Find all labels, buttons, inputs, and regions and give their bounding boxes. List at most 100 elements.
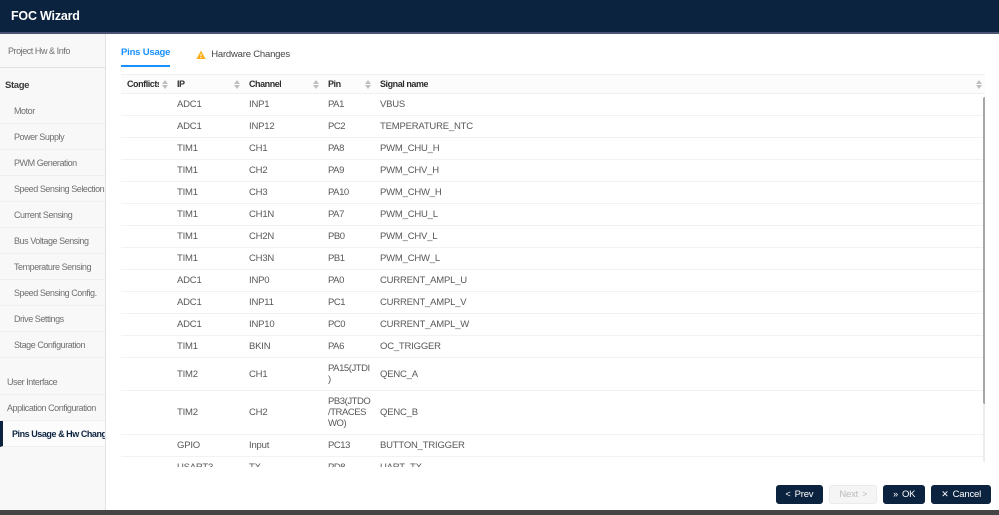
close-icon: ✕ (941, 489, 949, 499)
cell-ip: ADC1 (177, 319, 202, 330)
column-header-label: Signal name (380, 79, 429, 89)
vertical-scrollbar[interactable] (983, 97, 985, 462)
cell-ip: TIM2 (177, 368, 198, 380)
column-header-ip[interactable]: IP (171, 75, 243, 93)
cell-conflicts (121, 210, 171, 220)
cell-pin: PA7 (328, 209, 344, 220)
sidebar-stage-item[interactable]: Bus Voltage Sensing (0, 228, 105, 254)
sidebar-stage-items: Motor Power Supply PWM Generation Speed … (0, 98, 105, 358)
table-row: ADC1 INP0 PA0 CURRENT_AMPL_U (121, 270, 985, 292)
sidebar-stage-item[interactable]: Current Sensing (0, 202, 105, 228)
cell-signal: PWM_CHW_H (380, 187, 442, 198)
cell-pin: PA15(JTDI) (328, 363, 370, 385)
sort-icon[interactable] (973, 79, 982, 89)
cell-signal: UART_TX (374, 457, 985, 467)
cell-conflicts (121, 254, 171, 264)
sidebar-stage-item[interactable]: Motor (0, 98, 105, 124)
tab-bar: Pins Usage Hardware Changes (107, 34, 999, 67)
cell-conflicts (121, 232, 171, 242)
sort-icon[interactable] (231, 79, 240, 89)
sidebar-item-pins-usage-hw-changes[interactable]: Pins Usage & Hw Changes (0, 421, 105, 447)
column-header-signal-name[interactable]: Signal name (374, 75, 985, 93)
table-row: GPIO Input PC13 BUTTON_TRIGGER (121, 435, 985, 457)
table-row: TIM1 CH2N PB0 PWM_CHV_L (121, 226, 985, 248)
table-row: USART3 TX PD8 UART_TX (121, 457, 985, 467)
cell-ip: ADC1 (177, 99, 202, 110)
double-chevron-icon: » (893, 489, 898, 499)
cell-channel: BKIN (249, 341, 271, 352)
cell-conflicts (121, 441, 171, 451)
sidebar-section-gap (0, 358, 105, 369)
cell-signal: PWM_CHW_L (380, 253, 440, 264)
sidebar-item-user-interface[interactable]: User Interface (0, 369, 105, 395)
tab-pins-usage[interactable]: Pins Usage (121, 47, 170, 67)
table-row: ADC1 INP10 PC0 CURRENT_AMPL_W (121, 314, 985, 336)
sidebar-stage-item[interactable]: Temperature Sensing (0, 254, 105, 280)
sort-icon[interactable] (310, 79, 319, 89)
cell-conflicts (121, 369, 171, 379)
sidebar-stage-item[interactable]: Speed Sensing Selection (0, 176, 105, 202)
tab-hardware-changes[interactable]: Hardware Changes (196, 49, 290, 67)
column-header-channel[interactable]: Channel (243, 75, 322, 93)
sidebar-item-project-hw-info[interactable]: Project Hw & Info (0, 34, 105, 68)
cell-pin: PB1 (328, 253, 345, 264)
column-header-pin[interactable]: Pin (322, 75, 374, 93)
cell-conflicts (121, 463, 171, 468)
sidebar-stage-item[interactable]: Drive Settings (0, 306, 105, 332)
cell-channel: TX (243, 457, 322, 467)
sidebar-item-label: Motor (14, 105, 35, 116)
next-button[interactable]: Next > (829, 485, 878, 504)
table-row: TIM1 CH3N PB1 PWM_CHW_L (121, 248, 985, 270)
cell-signal: TEMPERATURE_NTC (380, 121, 473, 132)
cell-channel: INP12 (249, 121, 275, 132)
warning-icon (196, 50, 206, 60)
column-header-label: Conflicts (127, 79, 159, 89)
sidebar-item-label: Speed Sensing Selection (14, 183, 105, 194)
footer-button-bar: < Prev Next > » OK ✕ Cancel (775, 485, 991, 504)
cell-conflicts (121, 276, 171, 286)
table-header-row: Conflicts IP Channel Pin Signal name (121, 74, 985, 94)
cell-conflicts (121, 188, 171, 198)
sidebar-item-application-configuration[interactable]: Application Configuration (0, 395, 105, 421)
cancel-button[interactable]: ✕ Cancel (931, 485, 991, 504)
scrollbar-thumb[interactable] (983, 97, 985, 404)
cell-conflicts (121, 408, 171, 418)
sidebar-item-label: PWM Generation (14, 157, 77, 168)
cell-pin: PA0 (328, 275, 344, 286)
cell-ip: ADC1 (177, 297, 202, 308)
table-row: TIM2 CH1 PA15(JTDI) QENC_A (121, 358, 985, 391)
cell-pin: PC1 (328, 297, 346, 308)
cell-ip: ADC1 (177, 121, 202, 132)
prev-button[interactable]: < Prev (775, 485, 824, 504)
cell-ip: TIM1 (177, 253, 198, 264)
cell-signal: CURRENT_AMPL_U (380, 275, 467, 286)
sidebar-stage-item[interactable]: Speed Sensing Config. (0, 280, 105, 306)
sort-icon[interactable] (362, 79, 371, 89)
pins-usage-table: Conflicts IP Channel Pin Signal name (121, 74, 985, 467)
sidebar-item-label: Application Configuration (7, 402, 96, 413)
cell-pin: PC2 (328, 121, 346, 132)
app-title: FOC Wizard (11, 9, 80, 23)
sort-icon[interactable] (159, 79, 168, 89)
cell-channel: CH1 (249, 368, 268, 380)
cell-ip: TIM1 (177, 187, 198, 198)
cell-channel: INP1 (249, 99, 270, 110)
sidebar-stage-item[interactable]: Stage Configuration (0, 332, 105, 358)
cell-pin: PD8 (322, 457, 374, 467)
ok-button[interactable]: » OK (883, 485, 926, 504)
sidebar-stage-item[interactable]: PWM Generation (0, 150, 105, 176)
cell-signal: PWM_CHV_L (380, 231, 438, 242)
cell-channel: INP11 (249, 297, 274, 308)
cell-pin: PA10 (328, 187, 349, 198)
column-header-conflicts[interactable]: Conflicts (121, 75, 171, 93)
cell-channel: INP10 (249, 319, 275, 330)
column-header-label: Pin (328, 79, 341, 89)
column-header-label: Channel (249, 79, 282, 89)
sidebar-item-label: Speed Sensing Config. (14, 287, 97, 298)
cell-conflicts (121, 100, 171, 110)
sidebar-item-label: Bus Voltage Sensing (14, 235, 89, 246)
sidebar-stage-item[interactable]: Power Supply (0, 124, 105, 150)
main-content: Pins Usage Hardware Changes Conflicts IP (107, 34, 999, 510)
cell-ip: GPIO (177, 440, 200, 451)
tab-label: Hardware Changes (211, 49, 290, 60)
